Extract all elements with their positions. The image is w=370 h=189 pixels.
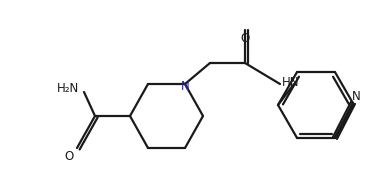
Text: HN: HN — [282, 77, 299, 90]
Text: H₂N: H₂N — [57, 81, 79, 94]
Text: O: O — [64, 149, 74, 163]
Text: N: N — [352, 90, 360, 103]
Text: N: N — [181, 80, 189, 92]
Text: O: O — [240, 32, 250, 44]
